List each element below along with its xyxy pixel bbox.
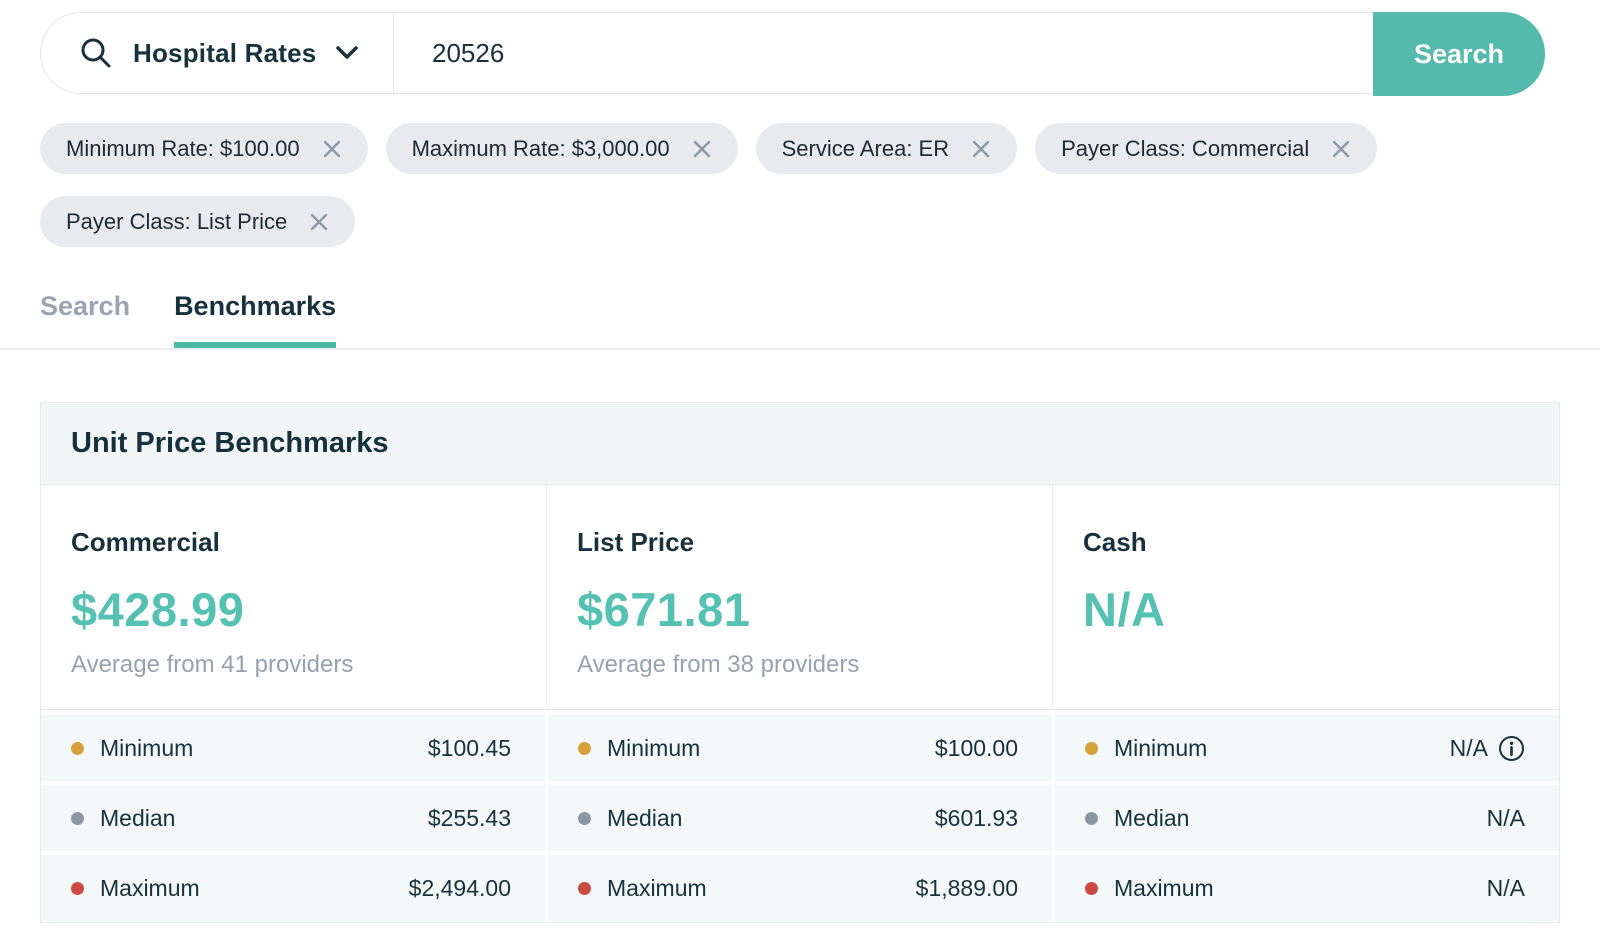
metric-label: Median xyxy=(1114,805,1189,832)
column-subtitle: Average from 41 providers xyxy=(71,651,516,679)
benchmark-rows: Minimum $100.45 Minimum $100.00 Minimum … xyxy=(41,709,1559,922)
chevron-down-icon xyxy=(336,46,358,60)
column-average: N/A xyxy=(1083,582,1529,637)
benchmark-column-list-price: List Price $671.81 Average from 38 provi… xyxy=(547,485,1053,709)
minimum-dot-icon xyxy=(578,742,591,755)
table-row-median: Median $255.43 Median $601.93 Median N/A xyxy=(41,785,1559,851)
remove-filter-icon[interactable] xyxy=(309,212,329,232)
metric-value: $100.45 xyxy=(428,735,511,762)
filter-chips: Minimum Rate: $100.00 Maximum Rate: $3,0… xyxy=(40,123,1440,247)
cell-cash-median: Median N/A xyxy=(1055,785,1559,851)
card-title: Unit Price Benchmarks xyxy=(71,427,1529,460)
metric-label: Maximum xyxy=(100,875,200,902)
remove-filter-icon[interactable] xyxy=(1331,139,1351,159)
search-category-selector[interactable]: Hospital Rates xyxy=(41,13,393,93)
metric-label: Minimum xyxy=(100,735,193,762)
info-icon[interactable] xyxy=(1498,735,1525,762)
metric-label: Median xyxy=(607,805,682,832)
filter-chip-maximum-rate[interactable]: Maximum Rate: $3,000.00 xyxy=(386,123,738,174)
filter-chip-payer-class-list-price[interactable]: Payer Class: List Price xyxy=(40,196,355,247)
cell-commercial-maximum: Maximum $2,494.00 xyxy=(41,855,545,921)
cell-cash-minimum: Minimum N/A xyxy=(1055,715,1559,781)
column-name: Commercial xyxy=(71,527,516,558)
metric-label: Maximum xyxy=(607,875,707,902)
column-subtitle xyxy=(1083,651,1529,679)
median-dot-icon xyxy=(71,812,84,825)
metric-value: $100.00 xyxy=(935,735,1018,762)
cell-commercial-median: Median $255.43 xyxy=(41,785,545,851)
filter-chip-label: Payer Class: Commercial xyxy=(1061,136,1309,162)
search-bar: Hospital Rates Search xyxy=(40,12,1545,94)
search-input[interactable] xyxy=(394,13,1544,93)
benchmark-columns: Commercial $428.99 Average from 41 provi… xyxy=(41,485,1559,709)
search-button[interactable]: Search xyxy=(1373,12,1545,96)
benchmark-column-cash: Cash N/A xyxy=(1053,485,1559,709)
metric-value: $255.43 xyxy=(428,805,511,832)
metric-label: Median xyxy=(100,805,175,832)
metric-value: N/A xyxy=(1487,805,1525,832)
median-dot-icon xyxy=(578,812,591,825)
filter-chip-label: Service Area: ER xyxy=(782,136,950,162)
remove-filter-icon[interactable] xyxy=(322,139,342,159)
table-row-minimum: Minimum $100.45 Minimum $100.00 Minimum … xyxy=(41,715,1559,781)
filter-chip-label: Payer Class: List Price xyxy=(66,209,287,235)
metric-label: Minimum xyxy=(1114,735,1207,762)
minimum-dot-icon xyxy=(1085,742,1098,755)
remove-filter-icon[interactable] xyxy=(692,139,712,159)
maximum-dot-icon xyxy=(578,882,591,895)
tab-benchmarks[interactable]: Benchmarks xyxy=(174,291,336,348)
card-header: Unit Price Benchmarks xyxy=(41,403,1559,485)
median-dot-icon xyxy=(1085,812,1098,825)
column-subtitle: Average from 38 providers xyxy=(577,651,1022,679)
cell-commercial-minimum: Minimum $100.45 xyxy=(41,715,545,781)
cell-cash-maximum: Maximum N/A xyxy=(1055,855,1559,921)
benchmark-column-commercial: Commercial $428.99 Average from 41 provi… xyxy=(41,485,547,709)
metric-value: $1,889.00 xyxy=(916,875,1018,902)
tabs-divider xyxy=(0,348,1600,350)
minimum-dot-icon xyxy=(71,742,84,755)
cell-list-price-maximum: Maximum $1,889.00 xyxy=(548,855,1052,921)
column-name: List Price xyxy=(577,527,1022,558)
filter-chip-label: Maximum Rate: $3,000.00 xyxy=(412,136,670,162)
metric-label: Minimum xyxy=(607,735,700,762)
table-row-maximum: Maximum $2,494.00 Maximum $1,889.00 Maxi… xyxy=(41,855,1559,921)
maximum-dot-icon xyxy=(1085,882,1098,895)
column-name: Cash xyxy=(1083,527,1529,558)
metric-value: N/A xyxy=(1487,875,1525,902)
cell-list-price-minimum: Minimum $100.00 xyxy=(548,715,1052,781)
maximum-dot-icon xyxy=(71,882,84,895)
tab-search[interactable]: Search xyxy=(40,291,130,348)
column-average: $428.99 xyxy=(71,582,516,637)
remove-filter-icon[interactable] xyxy=(971,139,991,159)
metric-value: $601.93 xyxy=(935,805,1018,832)
search-icon xyxy=(79,36,113,70)
benchmarks-card: Unit Price Benchmarks Commercial $428.99… xyxy=(40,402,1560,923)
filter-chip-minimum-rate[interactable]: Minimum Rate: $100.00 xyxy=(40,123,368,174)
metric-value: N/A xyxy=(1450,735,1488,762)
column-average: $671.81 xyxy=(577,582,1022,637)
metric-value: $2,494.00 xyxy=(409,875,511,902)
metric-label: Maximum xyxy=(1114,875,1214,902)
filter-chip-service-area[interactable]: Service Area: ER xyxy=(756,123,1018,174)
search-category-label: Hospital Rates xyxy=(133,38,316,69)
filter-chip-label: Minimum Rate: $100.00 xyxy=(66,136,300,162)
tabs: Search Benchmarks xyxy=(40,291,1600,348)
filter-chip-payer-class-commercial[interactable]: Payer Class: Commercial xyxy=(1035,123,1377,174)
cell-list-price-median: Median $601.93 xyxy=(548,785,1052,851)
